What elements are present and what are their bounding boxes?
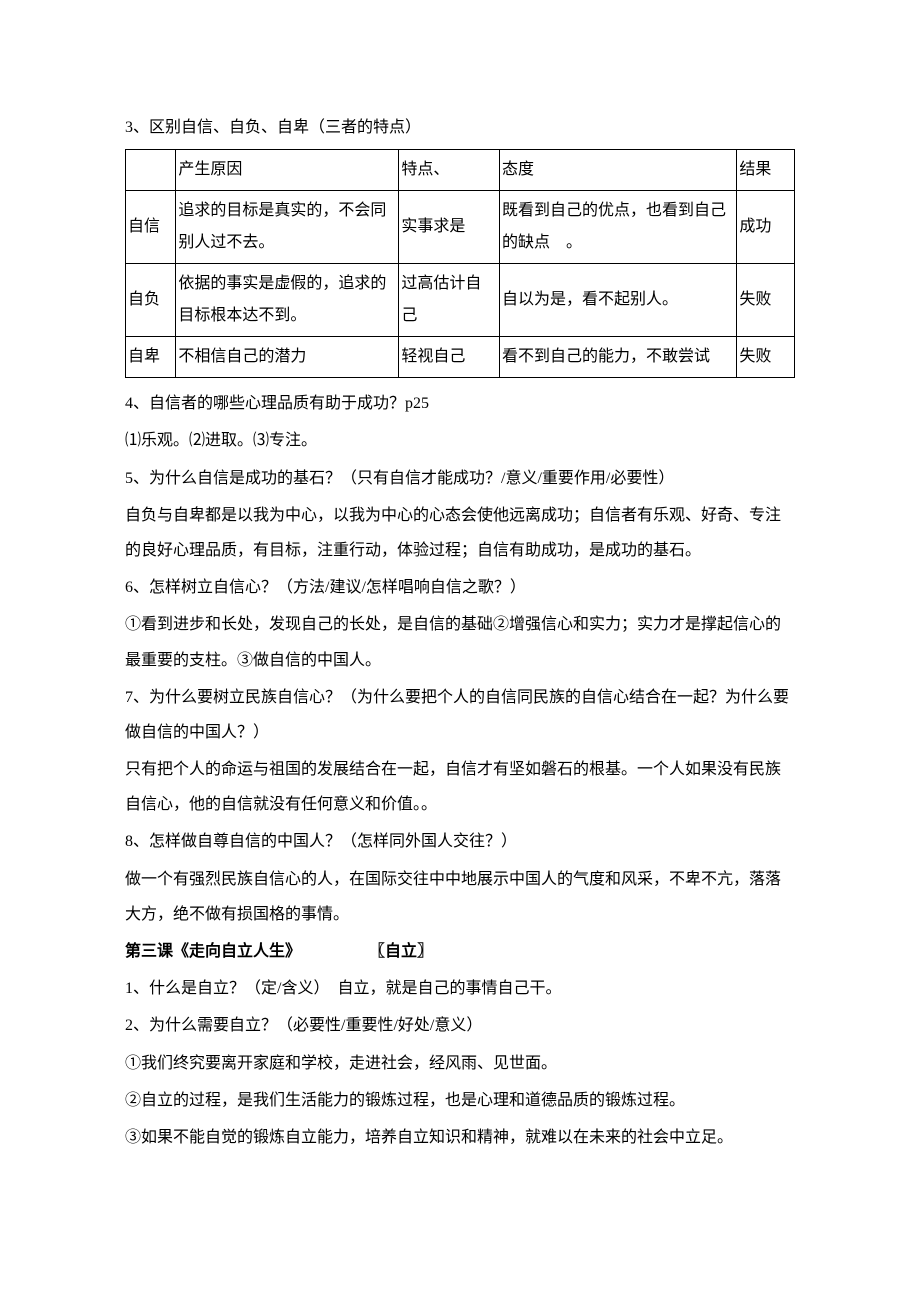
- answer-6: ①看到进步和长处，发现自己的长处，是自信的基础②增强信心和实力；实力才是撑起信心…: [125, 607, 795, 677]
- question-5: 5、为什么自信是成功的基石？（只有自信才能成功？/意义/重要作用/必要性）: [125, 461, 795, 496]
- answer-4: ⑴乐观。⑵进取。⑶专注。: [125, 423, 795, 458]
- lesson3-q2c: ③如果不能自觉的锻炼自立能力，培养自立知识和精神，就难以在未来的社会中立足。: [125, 1120, 795, 1155]
- table-row: 自信 追求的目标是真实的，不会同别人过不去。 实事求是 既看到自己的优点，也看到…: [126, 191, 795, 264]
- lesson3-q2b: ②自立的过程，是我们生活能力的锻炼过程，也是心理和道德品质的锻炼过程。: [125, 1083, 795, 1118]
- table-row: 自卑 不相信自己的潜力 轻视自己 看不到自己的能力，不敢尝试 失败: [126, 337, 795, 378]
- cell-trait: 轻视自己: [399, 337, 500, 378]
- table-header-row: 产生原因 特点、 态度 结果: [126, 150, 795, 191]
- cell-attitude: 看不到自己的能力，不敢尝试: [500, 337, 737, 378]
- heading-3: 3、区别自信、自负、自卑（三者的特点）: [125, 110, 795, 145]
- header-empty: [126, 150, 176, 191]
- lesson3-q2a: ①我们终究要离开家庭和学校，走进社会，经风雨、见世面。: [125, 1046, 795, 1081]
- cell-result: 失败: [737, 337, 795, 378]
- header-attitude: 态度: [500, 150, 737, 191]
- cell-cause: 不相信自己的潜力: [176, 337, 399, 378]
- cell-label: 自信: [126, 191, 176, 264]
- header-cause: 产生原因: [176, 150, 399, 191]
- lesson-3-title-line: 第三课《走向自立人生》 〖自立〗: [125, 934, 795, 969]
- cell-cause: 依据的事实是虚假的，追求的目标根本达不到。: [176, 264, 399, 337]
- header-trait: 特点、: [399, 150, 500, 191]
- cell-result: 失败: [737, 264, 795, 337]
- cell-result: 成功: [737, 191, 795, 264]
- cell-trait: 实事求是: [399, 191, 500, 264]
- lesson-3-title: 第三课《走向自立人生》: [125, 943, 301, 960]
- question-8: 8、怎样做自尊自信的中国人？（怎样同外国人交往？）: [125, 824, 795, 859]
- question-6: 6、怎样树立自信心？（方法/建议/怎样唱响自信之歌？）: [125, 570, 795, 605]
- comparison-table: 产生原因 特点、 态度 结果 自信 追求的目标是真实的，不会同别人过不去。 实事…: [125, 149, 795, 378]
- header-result: 结果: [737, 150, 795, 191]
- answer-5: 自负与自卑都是以我为中心，以我为中心的心态会使他远离成功；自信者有乐观、好奇、专…: [125, 498, 795, 568]
- lesson3-q2: 2、为什么需要自立？（必要性/重要性/好处/意义）: [125, 1008, 795, 1043]
- question-4: 4、自信者的哪些心理品质有助于成功？p25: [125, 386, 795, 421]
- cell-trait: 过高估计自己: [399, 264, 500, 337]
- lesson-3-tag: 〖自立〗: [369, 943, 433, 960]
- table-row: 自负 依据的事实是虚假的，追求的目标根本达不到。 过高估计自己 自以为是，看不起…: [126, 264, 795, 337]
- cell-label: 自负: [126, 264, 176, 337]
- cell-attitude: 既看到自己的优点，也看到自己的缺点 。: [500, 191, 737, 264]
- cell-attitude: 自以为是，看不起别人。: [500, 264, 737, 337]
- cell-label: 自卑: [126, 337, 176, 378]
- answer-8: 做一个有强烈民族自信心的人，在国际交往中中地展示中国人的气度和风采，不卑不亢，落…: [125, 862, 795, 932]
- answer-7: 只有把个人的命运与祖国的发展结合在一起，自信才有坚如磐石的根基。一个人如果没有民…: [125, 752, 795, 822]
- lesson3-q1: 1、什么是自立？（定/含义） 自立，就是自己的事情自己干。: [125, 971, 795, 1006]
- question-7: 7、为什么要树立民族自信心？（为什么要把个人的自信同民族的自信心结合在一起？为什…: [125, 680, 795, 750]
- cell-cause: 追求的目标是真实的，不会同别人过不去。: [176, 191, 399, 264]
